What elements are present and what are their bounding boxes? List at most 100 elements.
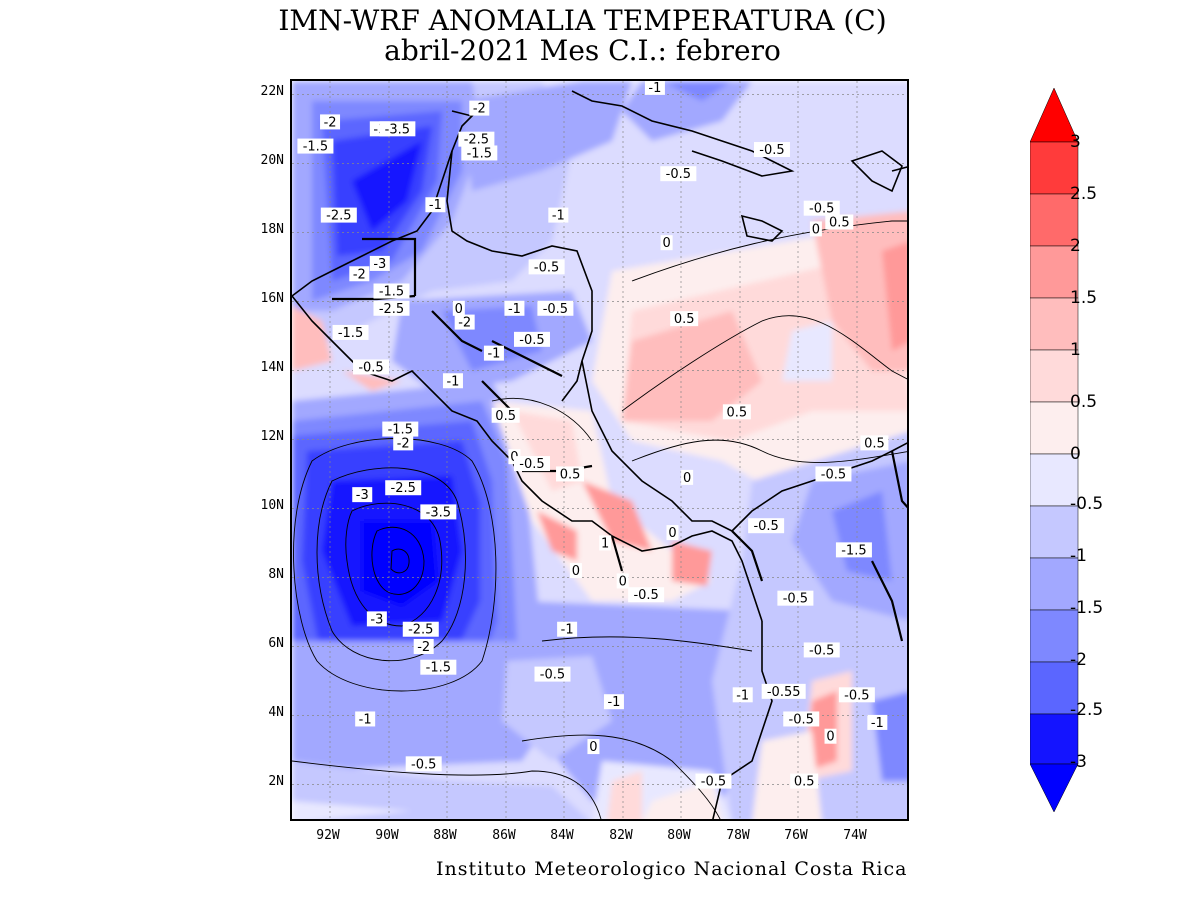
contour-label: 0 xyxy=(824,728,837,745)
svg-text:-0.5: -0.5 xyxy=(543,302,568,317)
colorbar-swatch xyxy=(1030,297,1079,351)
svg-text:-0.5: -0.5 xyxy=(821,467,846,482)
lon-tick-76w: 76W xyxy=(784,828,808,843)
contour-label: -1 xyxy=(504,300,525,317)
lon-tick-82w: 82W xyxy=(609,828,633,843)
contour-label: -1 xyxy=(548,207,569,224)
contour-label: -3 xyxy=(352,487,373,503)
contour-label: 0 xyxy=(616,573,629,589)
contour-label: -0.5 xyxy=(528,259,565,275)
svg-text:-2.5: -2.5 xyxy=(379,302,404,317)
contour-label: -1.5 xyxy=(373,283,410,300)
contour-label: -1.5 xyxy=(461,145,498,161)
colorbar-label: -1 xyxy=(1070,546,1087,566)
contour-label: -0.5 xyxy=(815,466,852,482)
contour-label: -1 xyxy=(867,714,888,731)
contour-label: 0.5 xyxy=(825,214,854,230)
anomaly-map: -1.5-1-2-1.5-3-3.5-2-2.5-1.5-0.5-0.5-1-2… xyxy=(290,79,909,821)
map-subtitle: abril-2021 Mes C.I.: febrero xyxy=(384,34,781,67)
colorbar-label: 0 xyxy=(1070,444,1081,464)
lat-tick-14n: 14N xyxy=(260,360,284,375)
svg-text:0: 0 xyxy=(589,740,597,755)
svg-text:-0.5: -0.5 xyxy=(844,688,869,703)
svg-text:-1: -1 xyxy=(607,695,620,710)
contour-label: -1 xyxy=(355,711,376,727)
svg-text:0.5: 0.5 xyxy=(864,436,885,451)
svg-text:-1: -1 xyxy=(552,209,565,224)
svg-text:-0.5: -0.5 xyxy=(633,588,658,603)
svg-text:-1.5: -1.5 xyxy=(379,285,404,300)
svg-text:-2.5: -2.5 xyxy=(391,481,416,496)
contour-label: -3.5 xyxy=(420,504,457,520)
contour-label: -3 xyxy=(366,611,387,627)
lat-tick-12n: 12N xyxy=(260,429,284,444)
contour-label: 0 xyxy=(587,739,600,755)
contour-label: -1 xyxy=(483,345,504,362)
contour-label: -0.5 xyxy=(537,300,574,317)
contour-label: -2.5 xyxy=(402,621,439,638)
contour-label: -3 xyxy=(369,255,390,272)
lon-tick-84w: 84W xyxy=(550,828,574,843)
colorbar-label: 2.5 xyxy=(1070,184,1098,204)
colorbar-swatch xyxy=(1030,661,1079,715)
svg-text:0: 0 xyxy=(455,302,463,317)
contour-label: -2 xyxy=(393,435,414,451)
svg-text:0: 0 xyxy=(619,574,627,589)
svg-text:-1: -1 xyxy=(359,712,372,727)
contour-label: 0.5 xyxy=(722,404,751,420)
contour-label: -0.5 xyxy=(660,166,697,182)
lon-tick-90w: 90W xyxy=(375,828,399,843)
svg-text:-1: -1 xyxy=(446,374,459,389)
colorbar-swatch xyxy=(1030,713,1079,765)
lon-tick-86w: 86W xyxy=(492,828,516,843)
contour-label: -1.5 xyxy=(835,542,872,558)
svg-text:-0.5: -0.5 xyxy=(519,457,544,472)
svg-text:-0.5: -0.5 xyxy=(809,643,834,658)
lat-tick-4n: 4N xyxy=(268,705,284,720)
contour-label: 0 xyxy=(569,563,582,579)
colorbar-swatch xyxy=(1030,193,1079,247)
contour-label: -0.5 xyxy=(783,711,820,727)
svg-text:-2.5: -2.5 xyxy=(464,133,489,148)
svg-text:-2: -2 xyxy=(458,316,471,331)
svg-text:-2: -2 xyxy=(417,640,430,655)
svg-text:-1.5: -1.5 xyxy=(467,146,492,161)
lat-tick-16n: 16N xyxy=(260,291,284,306)
svg-text:-0.5: -0.5 xyxy=(789,712,814,727)
svg-text:-1: -1 xyxy=(429,198,442,213)
svg-text:-1: -1 xyxy=(508,302,521,317)
svg-text:-1.5: -1.5 xyxy=(613,81,638,82)
contour-label: -0.5 xyxy=(353,359,390,375)
contour-label: -1.5 xyxy=(382,421,419,438)
svg-text:-0.5: -0.5 xyxy=(701,775,726,790)
svg-text:-1: -1 xyxy=(871,716,884,731)
contour-label: -1.5 xyxy=(297,138,334,155)
colorbar-label: 3 xyxy=(1070,132,1081,152)
contour-label: 0.5 xyxy=(491,407,520,424)
svg-text:0.5: 0.5 xyxy=(829,215,850,230)
svg-text:0.5: 0.5 xyxy=(727,405,748,420)
svg-text:-0.5: -0.5 xyxy=(358,360,383,375)
colorbar-label: 1.5 xyxy=(1070,288,1098,308)
colorbar-label: -0.5 xyxy=(1070,494,1104,514)
contour-labels: -1.5-1-2-1.5-3-3.5-2-2.5-1.5-0.5-0.5-1-2… xyxy=(297,81,889,790)
contour-label: -2 xyxy=(413,638,434,655)
contour-label: 0 xyxy=(666,525,679,541)
svg-text:-1: -1 xyxy=(561,623,574,638)
svg-text:0.5: 0.5 xyxy=(794,775,815,790)
svg-text:-1.5: -1.5 xyxy=(388,423,413,438)
lat-tick-18n: 18N xyxy=(260,222,284,237)
lat-tick-6n: 6N xyxy=(268,636,284,651)
svg-text:-0.5: -0.5 xyxy=(411,757,436,772)
contour-label: -0.5 xyxy=(838,687,875,703)
contour-label: -1.5 xyxy=(607,81,644,82)
svg-text:1: 1 xyxy=(601,536,609,551)
svg-text:-1.5: -1.5 xyxy=(426,661,451,676)
colorbar-swatch xyxy=(1030,401,1079,455)
lat-tick-20n: 20N xyxy=(260,153,284,168)
svg-text:0: 0 xyxy=(668,526,676,541)
svg-text:-3: -3 xyxy=(370,612,383,627)
colorbar-label: -2.5 xyxy=(1070,700,1104,720)
svg-text:0: 0 xyxy=(826,730,834,745)
svg-text:-1.5: -1.5 xyxy=(841,543,866,558)
